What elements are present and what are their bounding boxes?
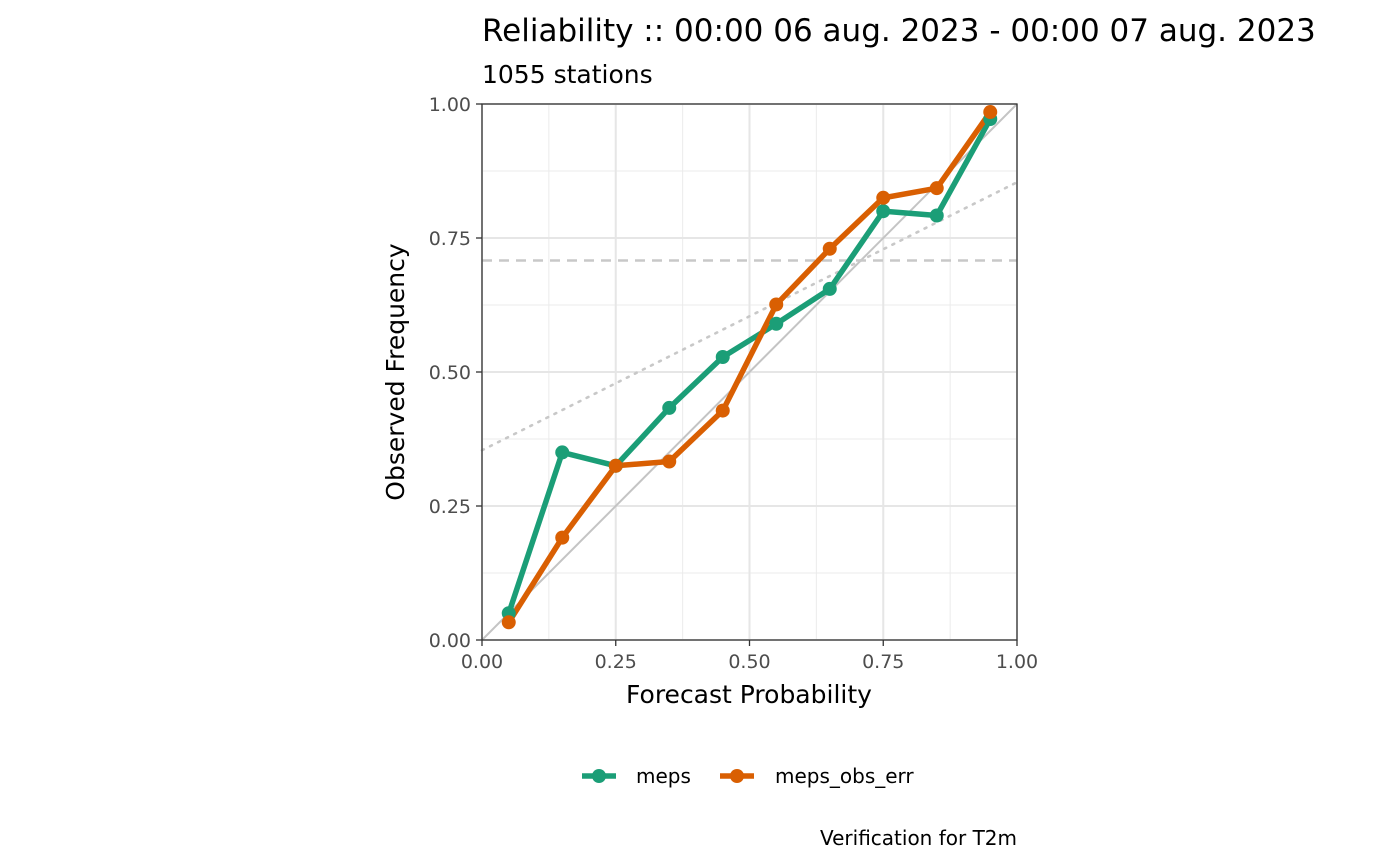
data-point-meps_obs_err xyxy=(555,530,570,545)
y-tick-label: 0.75 xyxy=(429,228,471,250)
data-point-meps_obs_err xyxy=(769,297,784,312)
legend: meps meps_obs_err xyxy=(582,764,914,788)
data-point-meps_obs_err xyxy=(501,615,516,630)
legend-label-meps: meps xyxy=(636,764,691,788)
y-axis-title: Observed Frequency xyxy=(381,243,410,501)
data-point-meps xyxy=(715,349,730,364)
data-point-meps_obs_err xyxy=(715,403,730,418)
chart-title: Reliability :: 00:00 06 aug. 2023 - 00:0… xyxy=(482,13,1316,49)
x-tick-label: 0.00 xyxy=(461,651,503,673)
legend-key-point-meps xyxy=(592,769,606,783)
y-tick-label: 0.00 xyxy=(429,630,471,652)
series-line-meps xyxy=(506,117,993,615)
data-point-meps xyxy=(662,400,677,415)
x-axis-title: Forecast Probability xyxy=(626,680,872,709)
plot-panel: 0.00 0.25 0.50 0.75 1.00 0.00 0.25 0.50 0.75 1.00 xyxy=(429,94,1038,673)
data-point-meps_obs_err xyxy=(983,105,998,120)
y-tick-label: 0.25 xyxy=(429,496,471,518)
chart-caption: Verification for T2m xyxy=(820,826,1017,850)
y-tick-label: 0.50 xyxy=(429,362,471,384)
data-point-meps xyxy=(555,445,570,460)
data-point-meps xyxy=(822,281,837,296)
x-tick-label: 0.75 xyxy=(862,651,904,673)
data-point-meps_obs_err xyxy=(662,454,677,469)
y-tick-label: 1.00 xyxy=(429,94,471,116)
legend-label-meps_obs_err: meps_obs_err xyxy=(775,764,914,788)
data-point-meps_obs_err xyxy=(822,241,837,256)
chart-subtitle: 1055 stations xyxy=(482,60,653,89)
data-point-meps_obs_err xyxy=(608,458,623,473)
no-skill-line xyxy=(480,180,1019,452)
x-tick-label: 0.50 xyxy=(728,651,770,673)
data-point-meps xyxy=(769,316,784,331)
data-point-meps xyxy=(929,208,944,223)
data-point-meps_obs_err xyxy=(929,181,944,196)
x-tick-label: 1.00 xyxy=(996,651,1038,673)
series-line-meps_obs_err xyxy=(506,110,993,624)
legend-key-point-meps_obs_err xyxy=(730,769,744,783)
x-tick-label: 0.25 xyxy=(595,651,637,673)
perfect-reliability-line xyxy=(481,103,1018,641)
data-point-meps_obs_err xyxy=(876,190,891,205)
data-point-meps xyxy=(876,204,891,219)
